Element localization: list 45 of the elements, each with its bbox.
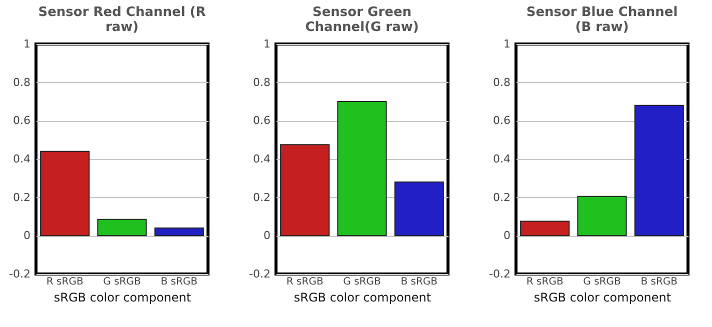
bar [97,218,147,236]
chart-title: Sensor Blue Channel (B raw) [526,5,678,35]
x-tick-label: G sRGB [343,276,381,288]
bar [394,182,444,236]
x-tick-label: G sRGB [583,276,621,288]
x-axis-title: sRGB color component [54,290,192,304]
y-tick-label: 1 [264,38,270,50]
x-tick-label: B sRGB [400,276,438,288]
bar [337,101,387,236]
y-tick-label: 0.8 [253,76,270,89]
y-tick-label: 0.2 [253,190,270,204]
y-tick-label: 0 [504,229,510,242]
bar [577,196,627,236]
y-tick-label: -0.2 [489,268,510,280]
y-tick-label: 0 [264,229,270,242]
y-tick-label: 0.6 [493,114,510,128]
bar [40,150,90,236]
x-tick-label: G sRGB [103,276,141,288]
y-tick-label: 1 [504,38,510,50]
y-tick-label: 0.6 [253,114,270,128]
y-tick-label: -0.2 [249,268,270,280]
y-tick-label: 0.8 [493,76,510,89]
chart-title: Sensor Red Channel (R raw) [38,5,206,35]
y-tick-label: 0.2 [493,190,510,204]
bar [154,228,204,236]
y-tick-label: 0 [24,229,30,242]
y-tick-label: 0.4 [493,152,510,166]
y-tick-label: 0.4 [13,152,30,166]
y-tick-label: 0.2 [13,190,30,204]
bar [634,104,684,236]
x-axis-title: sRGB color component [294,290,432,304]
y-tick-label: 0.6 [13,114,30,128]
chart-title: Sensor Green Channel(G raw) [305,5,419,35]
y-tick-label: 0.8 [13,76,30,89]
x-axis-title: sRGB color component [534,290,672,304]
y-tick-label: 1 [24,38,30,50]
x-tick-label: R sRGB [286,276,324,288]
y-tick-label: 0.4 [253,152,270,166]
x-tick-label: R sRGB [46,276,84,288]
bar [280,144,330,236]
x-tick-label: B sRGB [160,276,198,288]
y-tick-label: -0.2 [9,268,30,280]
x-tick-label: B sRGB [640,276,678,288]
bar [520,220,570,236]
x-tick-label: R sRGB [526,276,564,288]
